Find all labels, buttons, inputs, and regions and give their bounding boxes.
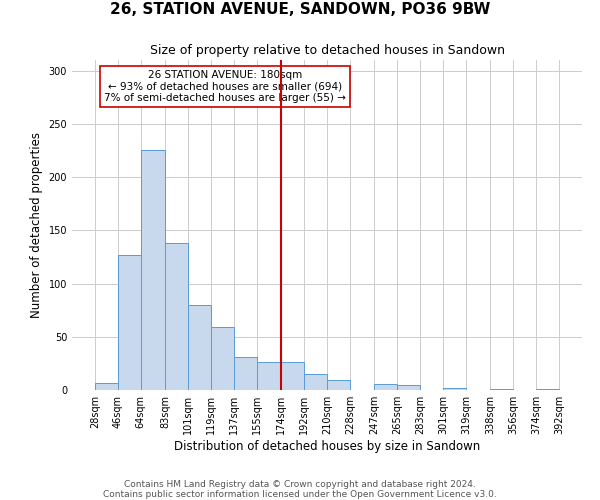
X-axis label: Distribution of detached houses by size in Sandown: Distribution of detached houses by size … <box>174 440 480 453</box>
Bar <box>374 384 397 390</box>
Bar <box>188 305 211 390</box>
Text: Contains HM Land Registry data © Crown copyright and database right 2024.
Contai: Contains HM Land Registry data © Crown c… <box>103 480 497 499</box>
Bar <box>304 374 327 390</box>
Bar <box>257 362 281 390</box>
Bar <box>211 327 234 390</box>
Bar <box>141 150 165 390</box>
Bar <box>95 382 118 390</box>
Bar <box>490 389 513 390</box>
Bar <box>536 389 559 390</box>
Title: Size of property relative to detached houses in Sandown: Size of property relative to detached ho… <box>149 44 505 58</box>
Text: 26 STATION AVENUE: 180sqm
← 93% of detached houses are smaller (694)
7% of semi-: 26 STATION AVENUE: 180sqm ← 93% of detac… <box>104 70 346 103</box>
Bar <box>281 362 304 390</box>
Bar <box>327 380 350 390</box>
Bar <box>443 388 466 390</box>
Bar <box>118 255 141 390</box>
Y-axis label: Number of detached properties: Number of detached properties <box>30 132 43 318</box>
Bar <box>234 357 257 390</box>
Bar <box>397 384 420 390</box>
Text: 26, STATION AVENUE, SANDOWN, PO36 9BW: 26, STATION AVENUE, SANDOWN, PO36 9BW <box>110 2 490 18</box>
Bar <box>165 243 188 390</box>
